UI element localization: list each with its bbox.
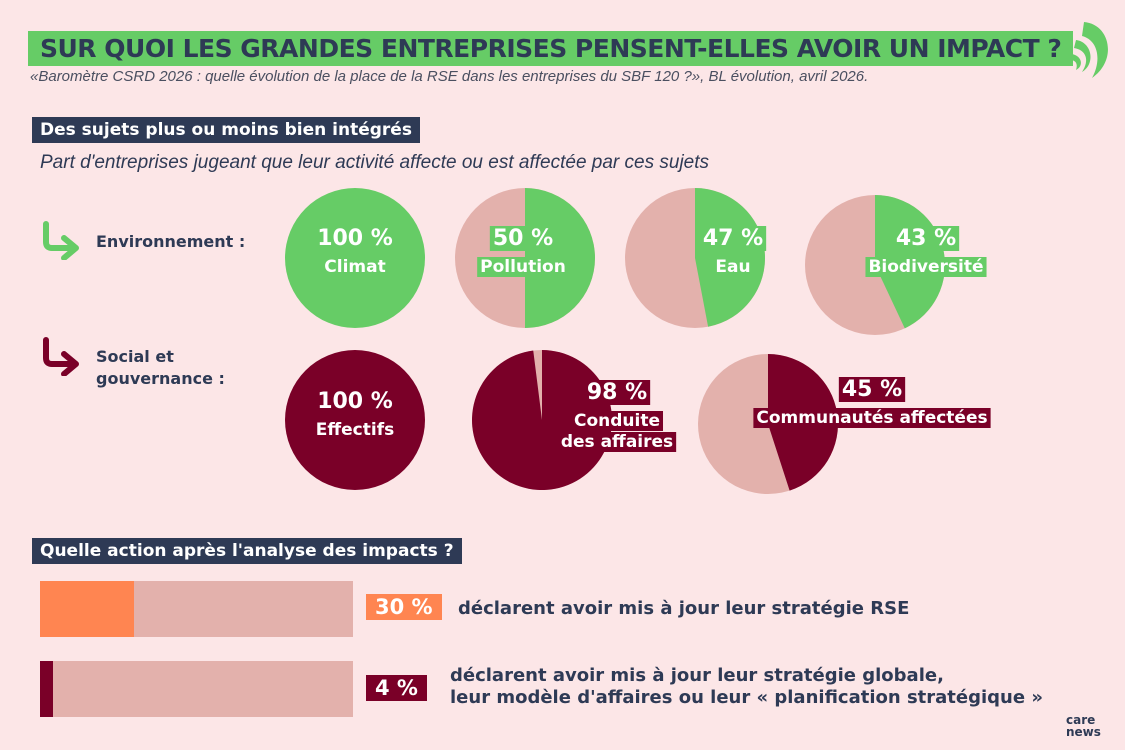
- label-highlight: [865, 257, 987, 277]
- pie-slice-climat: [285, 188, 425, 328]
- label-highlight: [583, 380, 651, 405]
- pie-value-label: 98 %: [587, 380, 647, 405]
- pie-climat: 100 % Climat: [285, 188, 425, 328]
- pie-label-pollution: 50 % Pollution: [477, 226, 569, 277]
- label-highlight: [570, 411, 664, 431]
- bar-label-global: déclarent avoir mis à jour leur stratégi…: [450, 665, 1043, 709]
- pie-value-label: 100 %: [317, 389, 393, 414]
- row-label-social-line1: Social et: [96, 347, 174, 366]
- brand-logo-icon: [1070, 22, 1108, 78]
- pie-category-label: Biodiversité: [868, 257, 983, 277]
- row-label-social-line2: gouvernance :: [96, 369, 225, 388]
- pie-label-climat: 100 % Climat: [317, 226, 393, 277]
- pie-value-label: 47 %: [703, 226, 763, 251]
- carenews-logo: care news: [1066, 714, 1101, 738]
- label-highlight: [477, 257, 569, 277]
- label-highlight: [699, 226, 767, 251]
- label-highlight: [892, 226, 960, 251]
- bar-label-global-line1: déclarent avoir mis à jour leur stratégi…: [450, 665, 944, 686]
- label-highlight: [489, 226, 557, 251]
- pie-category-label: Climat: [324, 257, 385, 277]
- pie-category-label: Pollution: [480, 257, 566, 277]
- label-highlight: [712, 257, 754, 277]
- bar-value-rse: 30 %: [366, 594, 442, 620]
- bar-label-global-line2: leur modèle d'affaires ou leur « planifi…: [450, 687, 1043, 708]
- page-title: SUR QUOI LES GRANDES ENTREPRISES PENSENT…: [28, 31, 1074, 66]
- bar-label-rse: déclarent avoir mis à jour leur stratégi…: [458, 598, 910, 619]
- pie-communaut-s-affect-es: 45 % Communautés affectées: [698, 354, 991, 494]
- bar-fill-global: [40, 661, 53, 717]
- bar-fill-rse: [40, 581, 134, 637]
- arrow-green-icon: [43, 221, 79, 260]
- section-subtitle: Part d'entreprises jugeant que leur acti…: [40, 152, 710, 173]
- logo-text-care: care: [1066, 713, 1096, 727]
- bar-track-rse: [40, 581, 353, 637]
- pie-value-label: 100 %: [317, 226, 393, 251]
- pie-biodiversit-: 43 % Biodiversité: [805, 195, 987, 335]
- pie-effectifs: 100 % Effectifs: [285, 350, 425, 490]
- pie-slice-effectifs: [285, 350, 425, 490]
- pie-category-label: Effectifs: [316, 420, 394, 440]
- bar-value-global: 4 %: [366, 675, 427, 701]
- row-label-social: Social et gouvernance :: [96, 346, 225, 390]
- label-highlight: [557, 432, 677, 452]
- pie-value-label: 50 %: [493, 226, 553, 251]
- pie-label-biodiversit-: 43 % Biodiversité: [865, 226, 987, 277]
- pie-category-label: Conduite: [574, 411, 660, 431]
- pie-label-communaut-s-affect-es: 45 % Communautés affectées: [753, 377, 991, 428]
- pie-value-label: 43 %: [896, 226, 956, 251]
- pie-category-label: des affaires: [561, 432, 673, 452]
- label-highlight: [753, 408, 991, 428]
- pie-eau: 47 % Eau: [625, 188, 767, 328]
- section-heading-actions: Quelle action après l'analyse des impact…: [32, 538, 462, 564]
- label-highlight: [838, 377, 906, 402]
- pie-value-label: 45 %: [842, 377, 902, 402]
- section-heading-subjects: Des sujets plus ou moins bien intégrés: [32, 117, 420, 143]
- pie-label-effectifs: 100 % Effectifs: [316, 389, 394, 440]
- pie-pollution: 50 % Pollution: [455, 188, 595, 328]
- pie-label-eau: 47 % Eau: [699, 226, 767, 277]
- row-label-environment: Environnement :: [96, 232, 246, 251]
- pie-slice-conduite-des-affaires: [472, 349, 613, 490]
- pie-charts: 100 % Climat 50 % Pollution 47 % Eau 43 % Biodi…: [285, 188, 991, 494]
- pie-category-label: Communautés affectées: [756, 408, 987, 428]
- source-citation: «Baromètre CSRD 2026 : quelle évolution …: [30, 68, 869, 85]
- arrow-maroon-icon: [43, 337, 79, 376]
- pie-category-label: Eau: [715, 257, 750, 277]
- bar-track-global: [40, 661, 353, 717]
- logo-text-news: news: [1066, 725, 1101, 739]
